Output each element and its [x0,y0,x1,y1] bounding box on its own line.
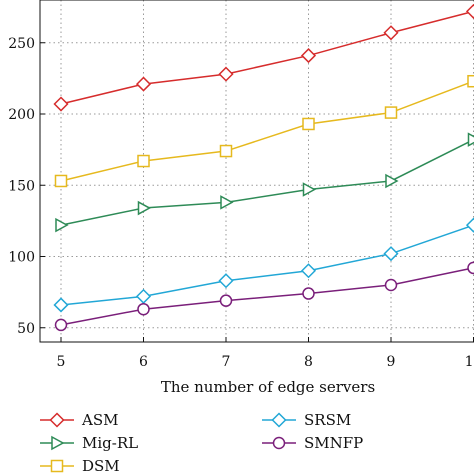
series-layer [53,3,474,332]
legend: ASM Mig-RL DSM SRSM SMNFP [40,411,363,474]
series-line-dsm [60,80,474,182]
plot-frame [39,0,474,343]
series-line-srsm [60,224,474,306]
y-tick-label-100: 100 [8,250,35,266]
data-point-srsm-7 [218,273,234,289]
series-line-asm [60,10,474,105]
legend-label-dsm: DSM [82,457,120,474]
series-mig-rl [55,132,474,233]
data-point-mig-rl-8 [302,182,317,197]
legend-marker-dsm [50,459,64,473]
x-tick-label-7: 7 [222,354,231,370]
data-point-asm-9 [383,25,399,41]
x-tick-label-8: 8 [304,354,313,370]
legend-item-smnfp: SMNFP [262,434,363,452]
data-point-dsm-5 [54,174,68,188]
data-point-srsm-6 [135,288,152,304]
legend-marker-smnfp [272,436,286,450]
y-tick-label-150: 150 [8,178,35,194]
axis-ticks: 5 6 7 8 9 10 50 100 150 200 250 [8,36,474,370]
data-point-dsm-7 [219,144,233,158]
x-tick-label-5: 5 [57,354,66,370]
data-point-mig-rl-5 [55,217,69,233]
data-point-mig-rl-7 [220,195,234,210]
x-tick-label-10: 10 [465,354,474,370]
data-point-smnfp-7 [219,294,233,307]
data-point-srsm-10 [465,217,474,233]
data-point-mig-rl-10 [467,132,474,147]
legend-marker-mig-rl [51,435,65,451]
legend-label-mig-rl: Mig-RL [82,434,138,452]
data-point-asm-10 [465,3,474,19]
y-tick-label-200: 200 [8,107,35,123]
data-point-dsm-10 [467,74,474,88]
legend-marker-srsm [271,412,287,428]
legend-label-asm: ASM [81,411,118,429]
data-point-smnfp-6 [137,302,150,316]
data-point-dsm-9 [384,106,398,119]
legend-marker-asm [49,412,65,428]
data-point-smnfp-9 [384,278,398,292]
y-tick-label-250: 250 [8,36,35,52]
data-point-srsm-9 [383,246,399,262]
series-dsm [54,74,474,188]
data-point-dsm-8 [302,117,315,131]
data-point-srsm-5 [53,297,69,313]
legend-item-mig-rl: Mig-RL [40,434,138,452]
data-point-mig-rl-9 [385,173,399,189]
x-tick-label-6: 6 [139,354,148,370]
data-point-smnfp-5 [54,318,68,332]
data-point-asm-7 [218,66,234,82]
series-asm [53,3,474,112]
x-axis-label: The number of edge servers [161,378,375,396]
series-smnfp [54,261,474,332]
y-tick-label-50: 50 [17,321,35,337]
legend-item-srsm: SRSM [262,411,351,429]
legend-item-asm: ASM [40,411,118,429]
data-point-asm-5 [53,96,69,112]
legend-label-srsm: SRSM [304,411,351,429]
data-point-asm-8 [300,48,317,64]
data-point-mig-rl-6 [137,200,152,216]
data-point-smnfp-8 [302,287,315,300]
series-line-mig-rl [60,138,474,226]
x-tick-label-9: 9 [387,354,396,370]
series-line-smnfp [60,267,474,326]
series-srsm [53,217,474,313]
data-point-smnfp-10 [467,261,474,275]
data-point-dsm-6 [137,154,150,168]
legend-label-smnfp: SMNFP [304,434,363,452]
legend-item-dsm: DSM [40,457,120,474]
data-point-asm-6 [135,76,152,92]
data-point-srsm-8 [300,263,317,279]
